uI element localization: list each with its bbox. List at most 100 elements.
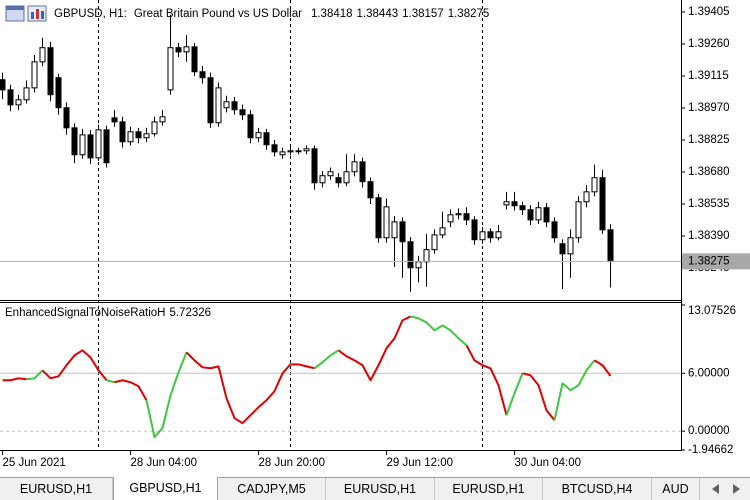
tab[interactable]: EURUSD,H1 xyxy=(326,478,435,500)
candle-body xyxy=(119,121,126,143)
candle-body xyxy=(335,177,342,184)
candle-body xyxy=(463,213,470,221)
high-value: 1.38443 xyxy=(357,8,399,20)
y-tick-label: 1.38680 xyxy=(688,166,730,178)
tab[interactable]: EURUSD,H1 xyxy=(0,478,113,500)
candle-body xyxy=(519,205,526,211)
candle-body xyxy=(175,47,182,53)
candle-body xyxy=(215,87,222,124)
candle-body xyxy=(183,46,190,53)
tab[interactable]: CADJPY,M5 xyxy=(218,478,326,500)
candle-body xyxy=(191,46,198,73)
candle-body xyxy=(39,47,46,63)
candle-body xyxy=(399,221,406,243)
indicator-line xyxy=(145,351,188,439)
open-value: 1.38418 xyxy=(311,8,353,20)
candle-body xyxy=(415,261,422,269)
candle-body xyxy=(87,134,94,159)
candle-body xyxy=(95,129,102,159)
candle-body xyxy=(535,207,542,221)
candle-body xyxy=(479,231,486,241)
candle-body xyxy=(7,89,14,106)
candle-body xyxy=(439,227,446,236)
icon xyxy=(6,6,24,10)
x-tick-label: 28 Jun 20:00 xyxy=(259,457,326,469)
icon xyxy=(31,12,34,19)
candle-body xyxy=(559,243,566,255)
candle-body xyxy=(79,134,86,156)
candle-body xyxy=(207,77,214,124)
candle-body xyxy=(383,206,390,239)
candle-body xyxy=(431,234,438,251)
x-tick-label: 30 Jun 04:00 xyxy=(515,457,582,469)
y-tick-label: 1.38535 xyxy=(688,198,730,210)
candle-body xyxy=(319,175,326,184)
indicator-line xyxy=(313,349,340,370)
candle-body xyxy=(15,99,22,106)
arrow-icon xyxy=(733,484,740,494)
indicator-line xyxy=(26,369,44,381)
price-label-box xyxy=(682,253,750,270)
tab-bar: EURUSD,H1 GBPUSD,H1 CADJPY,M5 EURUSD,H1 EURU… xyxy=(0,477,750,500)
candle-body xyxy=(583,191,590,203)
candle-body xyxy=(279,151,286,156)
candle-body xyxy=(271,144,278,153)
candle-body xyxy=(423,249,430,263)
candle-body xyxy=(263,132,270,146)
description: Great Britain Pound vs US Dollar xyxy=(134,8,302,20)
indicator-line xyxy=(593,359,612,377)
candle-body xyxy=(0,79,6,91)
x-tick-label: 25 Jun 2021 xyxy=(3,457,66,469)
indicator-line xyxy=(465,344,508,416)
candle-body xyxy=(47,47,54,96)
candle-body xyxy=(231,101,238,111)
y-tick-label: 1.38970 xyxy=(688,102,730,114)
candle-body xyxy=(103,129,110,164)
candle-body xyxy=(495,231,502,239)
arrow-icon xyxy=(712,484,719,494)
candle-body xyxy=(127,131,134,143)
candle-body xyxy=(311,148,318,184)
candle-body xyxy=(447,214,454,223)
y-tick-label: 1.39260 xyxy=(688,38,730,50)
candle-body xyxy=(487,231,494,239)
tab[interactable]: GBPUSD,H1 xyxy=(113,477,218,500)
tab-scroll-left[interactable] xyxy=(708,482,724,496)
candle-body xyxy=(407,241,414,269)
candle-body xyxy=(391,221,398,239)
x-tick-label: 28 Jun 04:00 xyxy=(131,457,198,469)
candle-body xyxy=(143,133,150,139)
tab-scroll-right[interactable] xyxy=(728,482,744,496)
low-value: 1.38157 xyxy=(402,8,444,20)
candle-body xyxy=(135,131,142,139)
candle-body xyxy=(551,221,558,239)
tab[interactable]: BTCUSD,H4 xyxy=(543,478,652,500)
candle-body xyxy=(351,161,358,173)
candle-body xyxy=(511,201,518,207)
y-tick-label: 1.39115 xyxy=(688,70,729,82)
y-tick-label: 1.38390 xyxy=(688,230,730,242)
y-tick-label: -1.94662 xyxy=(688,444,733,456)
candle-body xyxy=(151,121,158,135)
y-tick-label: 6.00000 xyxy=(688,367,730,379)
candle-body xyxy=(527,209,534,221)
candle-body xyxy=(359,161,366,183)
indicator-name: EnhancedSignalToNoiseRatioH xyxy=(5,307,165,319)
toolbar-icons xyxy=(5,5,47,22)
tab[interactable]: AUD xyxy=(652,478,700,500)
indicator-line xyxy=(185,351,315,425)
candle-body xyxy=(575,201,582,239)
price-label: 1.38275 xyxy=(688,255,730,267)
candle-body xyxy=(599,177,606,231)
candle-body xyxy=(55,77,62,109)
indicator-line xyxy=(41,349,108,381)
candle-body xyxy=(607,229,614,262)
candle-body xyxy=(23,87,30,101)
indicator-line xyxy=(410,315,468,347)
x-tick-label: 29 Jun 12:00 xyxy=(387,457,454,469)
candle-body xyxy=(63,107,70,129)
tab[interactable]: EURUSD,H1 xyxy=(435,478,543,500)
candle-body xyxy=(503,201,510,206)
y-tick-label: 1.39405 xyxy=(688,6,730,18)
indicator-line xyxy=(114,379,148,401)
